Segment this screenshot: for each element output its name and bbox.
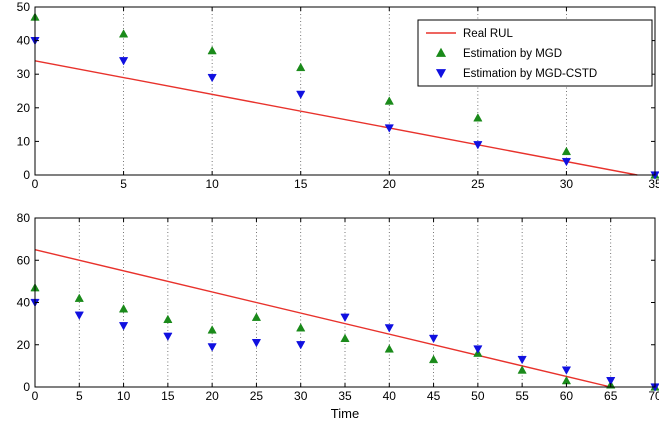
bottom-panel: 0 5 10 15 20 25 30 35 40 45 50 55 60 65 70 0 20 40 60 80 Tim…	[17, 211, 659, 421]
legend: Real RUL Estimation by MGD Estimation by M…	[417, 19, 653, 87]
bottom-x-axis-label: Time	[331, 406, 359, 421]
legend-label: Estimation by MGD-CSTD	[463, 68, 597, 80]
top-x-tick-label: 35	[648, 177, 659, 191]
top-x-tick-label: 30	[560, 177, 574, 191]
top-point-mgd	[296, 62, 306, 72]
top-y-tick-label: 0	[23, 168, 30, 182]
top-point-mgd	[561, 146, 572, 156]
bottom-point-mgd-cstd	[118, 322, 129, 331]
bottom-x-tick-label: 35	[338, 389, 352, 403]
top-y-tick-label: 30	[17, 67, 31, 81]
top-point-mgd	[384, 96, 394, 105]
bottom-y-tick-label: 0	[23, 380, 30, 394]
bottom-point-mgd-cstd	[561, 366, 572, 375]
bottom-x-tick-label: 25	[250, 389, 264, 403]
top-point-mgd	[118, 29, 129, 38]
bottom-x-tick-label: 10	[117, 389, 131, 403]
bottom-point-mgd-cstd	[296, 341, 306, 350]
bottom-x-tick-label: 60	[560, 389, 574, 403]
bottom-x-tick-label: 15	[161, 389, 175, 403]
top-y-tick-label: 40	[17, 34, 31, 48]
bottom-y-tick-label: 40	[17, 296, 31, 310]
top-series-real-rul	[34, 60, 638, 176]
bottom-x-tick-label: 50	[471, 389, 485, 403]
bottom-y-tick-label: 20	[17, 338, 31, 352]
legend-label: Estimation by MGD	[463, 48, 562, 60]
bottom-x-tick-label: 30	[294, 389, 308, 403]
top-point-mgd-cstd	[384, 124, 394, 133]
top-y-tick-label: 20	[17, 101, 31, 115]
top-y-tick-label: 50	[17, 0, 31, 14]
bottom-x-tick-label: 5	[76, 389, 83, 403]
bottom-point-mgd	[251, 312, 262, 321]
bottom-point-mgd-cstd	[384, 324, 394, 333]
top-point-mgd	[207, 45, 217, 55]
legend-swatch-mgd	[435, 47, 447, 57]
bottom-y-tick-label: 60	[17, 253, 31, 267]
bottom-x-tick-label: 20	[205, 389, 219, 403]
bottom-point-mgd-cstd	[473, 345, 483, 354]
top-point-mgd-cstd	[561, 157, 572, 167]
top-point-mgd-cstd	[118, 57, 129, 66]
bottom-x-tick-label: 40	[383, 389, 397, 403]
bottom-point-mgd	[384, 344, 394, 353]
bottom-point-mgd-cstd	[74, 311, 84, 320]
legend-swatch-mgd-cstd	[435, 69, 447, 79]
top-point-mgd	[473, 113, 483, 122]
bottom-point-mgd-cstd	[207, 343, 217, 352]
bottom-point-mgd-cstd	[517, 355, 527, 365]
bottom-point-mgd	[74, 293, 84, 302]
bottom-point-mgd	[118, 304, 129, 313]
bottom-point-mgd-cstd	[340, 313, 350, 323]
bottom-x-tick-label: 45	[427, 389, 441, 403]
top-x-tick-label: 10	[205, 177, 219, 191]
top-point-mgd-cstd	[296, 90, 306, 100]
top-x-tick-label: 25	[471, 177, 485, 191]
bottom-x-tick-label: 70	[648, 389, 659, 403]
bottom-point-mgd	[428, 354, 439, 364]
legend-box	[417, 19, 653, 87]
bottom-point-mgd	[163, 314, 173, 324]
legend-label: Real RUL	[463, 28, 513, 40]
top-frame	[34, 6, 656, 176]
top-x-tick-label: 0	[32, 177, 39, 191]
bottom-point-mgd	[207, 325, 217, 334]
bottom-x-tick-label: 55	[515, 389, 529, 403]
top-point-mgd-cstd	[207, 73, 217, 83]
bottom-x-tick-label: 0	[32, 389, 39, 403]
top-x-tick-label: 5	[120, 177, 127, 191]
bottom-x-tick-label: 65	[604, 389, 618, 403]
bottom-point-mgd	[296, 323, 306, 332]
bottom-point-mgd-cstd	[163, 332, 173, 342]
bottom-point-mgd-cstd	[606, 377, 616, 386]
bottom-point-mgd-cstd	[428, 334, 439, 344]
top-point-mgd-cstd	[473, 141, 483, 150]
top-x-tick-label: 20	[383, 177, 397, 191]
bottom-point-mgd	[517, 365, 527, 374]
top-x-tick-label: 15	[294, 177, 308, 191]
bottom-y-tick-label: 80	[17, 211, 31, 225]
bottom-point-mgd	[340, 333, 350, 343]
top-y-tick-label: 10	[17, 134, 31, 148]
bottom-series-real-rul	[34, 249, 611, 388]
bottom-point-mgd-cstd	[251, 339, 262, 348]
